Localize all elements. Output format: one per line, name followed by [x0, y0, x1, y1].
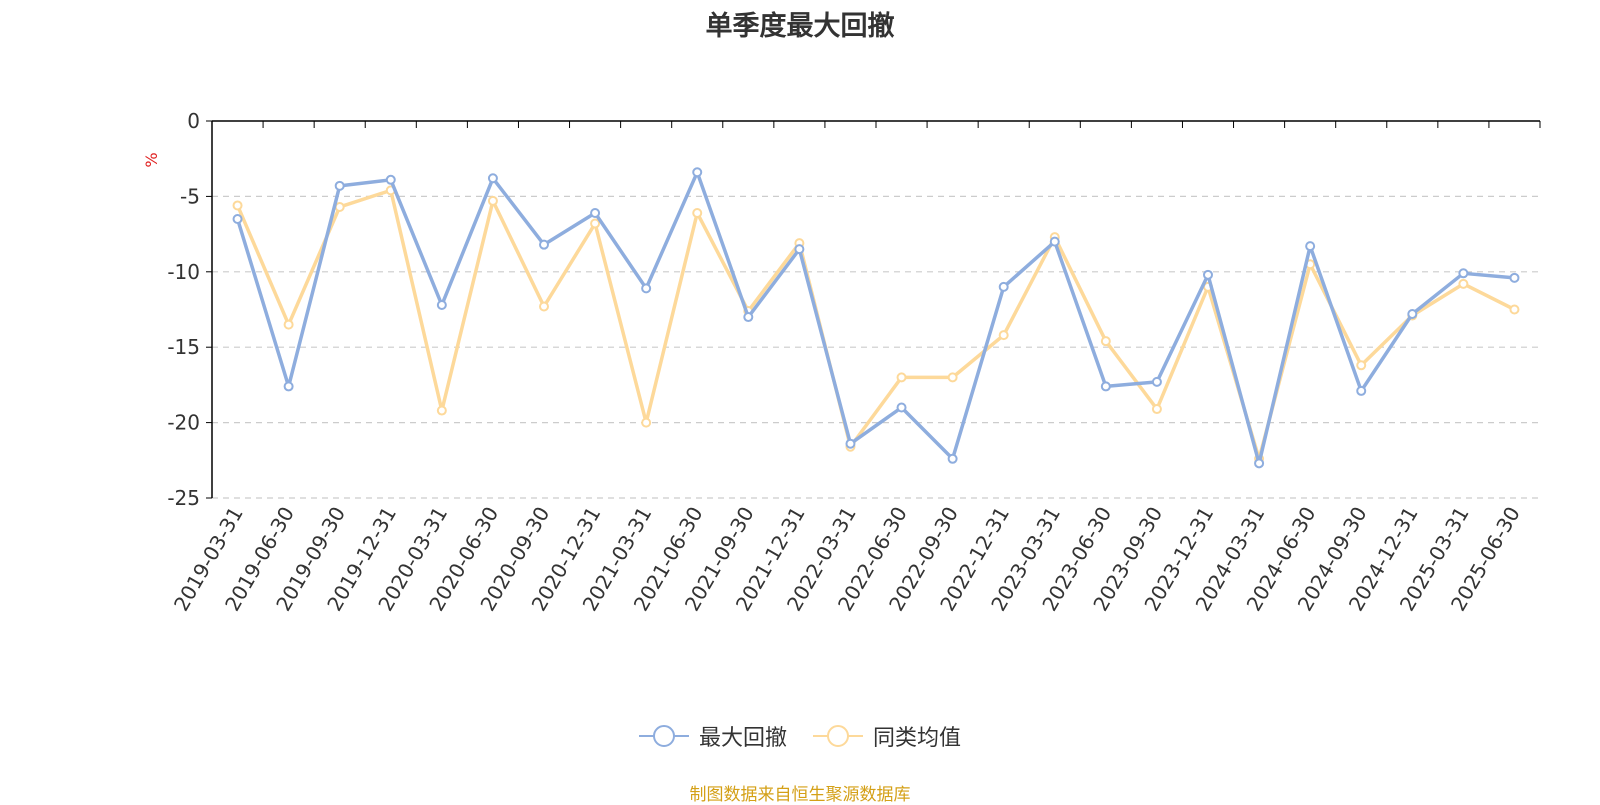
y-tick-label: -20	[167, 411, 200, 435]
data-point[interactable]	[436, 299, 447, 310]
legend-marker-icon	[638, 725, 689, 747]
data-point[interactable]	[743, 312, 754, 323]
data-point[interactable]	[1203, 269, 1213, 280]
data-point[interactable]	[334, 180, 345, 191]
data-point[interactable]	[590, 218, 601, 229]
data-point[interactable]	[1509, 272, 1520, 283]
data-point[interactable]	[232, 214, 243, 225]
y-axis-unit-label: %	[142, 152, 161, 167]
data-point[interactable]	[334, 201, 345, 212]
data-point[interactable]	[692, 167, 703, 178]
data-point[interactable]	[487, 195, 498, 206]
series-lines	[232, 167, 1520, 469]
data-point[interactable]	[794, 244, 805, 255]
y-tick-label: -15	[167, 335, 200, 359]
data-point[interactable]	[1151, 404, 1162, 415]
data-point[interactable]	[896, 372, 907, 383]
axes: 0-5-10-15-20-252019-03-312019-06-302019-…	[167, 109, 1541, 615]
source-note: 制图数据来自恒生聚源数据库	[689, 785, 911, 805]
y-tick-label: 0	[187, 109, 200, 133]
data-point[interactable]	[590, 207, 601, 218]
data-point[interactable]	[385, 174, 396, 185]
data-point[interactable]	[896, 402, 907, 413]
data-point[interactable]	[1509, 304, 1520, 315]
data-point[interactable]	[947, 453, 958, 464]
y-tick-label: -25	[167, 486, 200, 510]
data-point[interactable]	[641, 417, 652, 428]
legend-item-peer-average[interactable]: 同类均值	[813, 720, 961, 752]
data-point[interactable]	[692, 207, 703, 218]
data-point[interactable]	[1100, 336, 1111, 347]
data-point[interactable]	[539, 239, 549, 250]
legend-label: 同类均值	[873, 726, 962, 751]
data-point[interactable]	[1356, 360, 1367, 371]
data-point[interactable]	[1356, 385, 1367, 396]
data-point[interactable]	[998, 281, 1009, 292]
legend-label: 最大回撤	[698, 726, 787, 751]
data-point[interactable]	[1100, 381, 1111, 392]
data-point[interactable]	[1458, 278, 1469, 289]
data-point[interactable]	[845, 438, 856, 449]
data-point[interactable]	[998, 330, 1009, 341]
data-point[interactable]	[283, 319, 294, 330]
data-point[interactable]	[1305, 241, 1316, 252]
y-tick-label: -5	[180, 184, 200, 208]
data-point[interactable]	[1049, 236, 1060, 247]
series-line	[235, 188, 1516, 461]
data-point[interactable]	[283, 381, 294, 392]
data-point[interactable]	[436, 405, 447, 416]
data-point[interactable]	[1254, 458, 1265, 469]
data-point[interactable]	[1458, 268, 1469, 279]
data-point[interactable]	[641, 283, 652, 294]
legend-item-max-drawdown[interactable]: 最大回撤	[638, 720, 787, 752]
data-point[interactable]	[232, 200, 243, 211]
data-point[interactable]	[1151, 376, 1162, 387]
chart-title: 单季度最大回撤	[705, 11, 895, 42]
data-point[interactable]	[487, 173, 498, 184]
grid-lines	[212, 195, 1540, 499]
series-line	[235, 170, 1515, 466]
y-tick-label: -10	[167, 260, 200, 284]
legend-marker-icon	[813, 725, 863, 747]
data-point[interactable]	[947, 372, 958, 383]
legend: 最大回撤 同类均值	[0, 720, 1600, 752]
data-point[interactable]	[539, 301, 549, 312]
data-point[interactable]	[1407, 309, 1418, 320]
